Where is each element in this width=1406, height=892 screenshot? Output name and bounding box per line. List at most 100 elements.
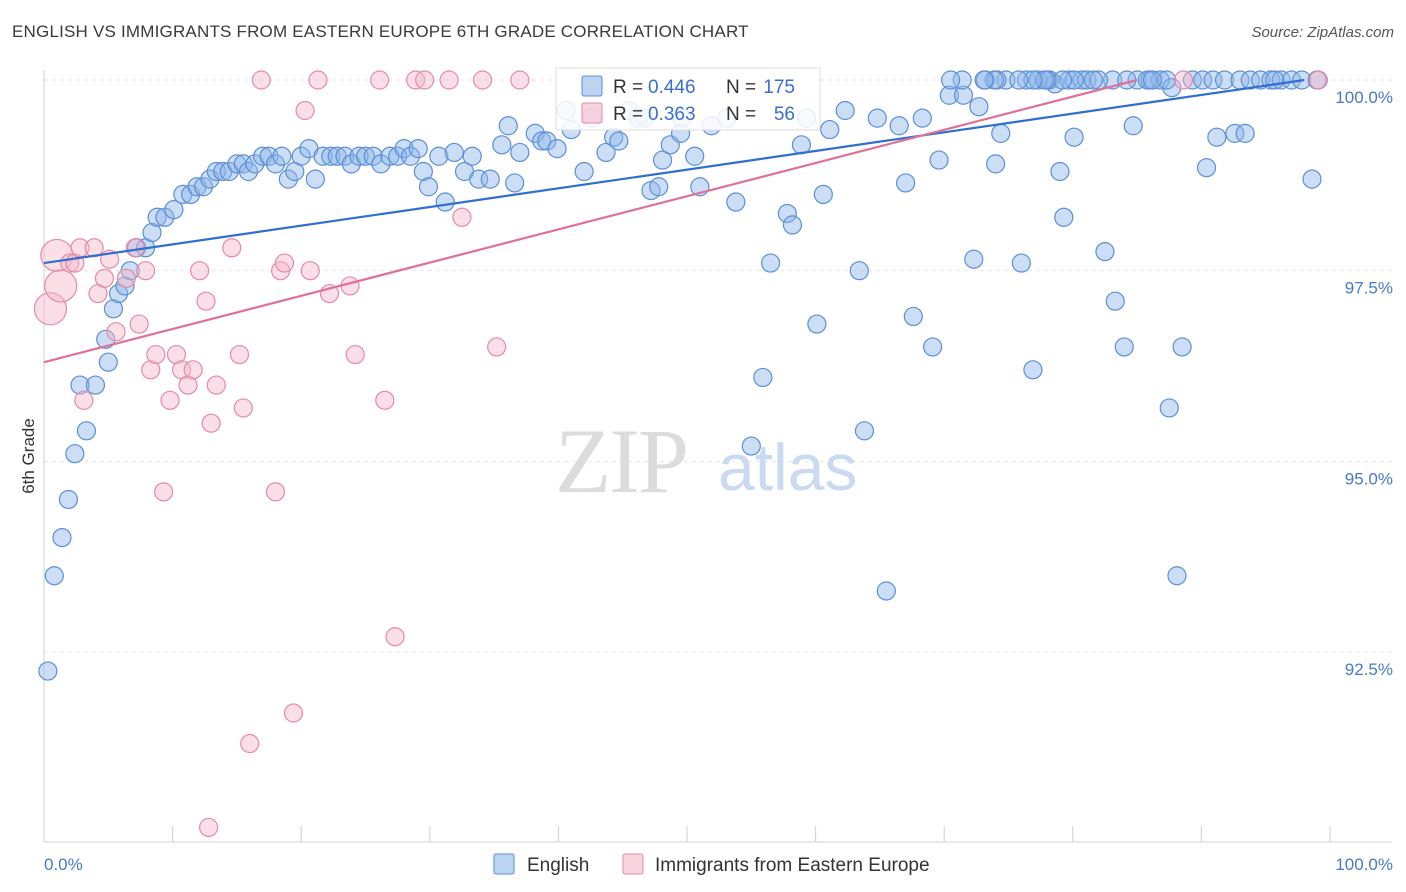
stats-r-label-immigrants: R = (613, 104, 643, 125)
english-point (835, 100, 855, 121)
english-point (1011, 253, 1031, 273)
english-point (313, 146, 333, 166)
english-point (813, 184, 833, 204)
immigrants-point (375, 390, 395, 410)
immigrants-point (452, 207, 472, 227)
immigrants-point (201, 413, 221, 433)
stats-n-label-english: N = (726, 77, 756, 98)
y-tick-label: 92.5% (1345, 660, 1393, 679)
english-point (335, 146, 355, 166)
legend-label-immigrants[interactable]: Immigrants from Eastern Europe (655, 855, 930, 876)
english-point (108, 283, 129, 304)
y-tick-labels: 92.5% 95.0% 97.5% 100.0% (1335, 88, 1393, 679)
english-point (741, 436, 761, 456)
immigrants-point (283, 703, 304, 723)
english-point (782, 215, 803, 235)
immigrants-point (385, 627, 405, 647)
immigrants-trend-line (43, 78, 1138, 364)
english-point (278, 169, 298, 189)
english-point (96, 329, 116, 349)
english-point (435, 192, 455, 212)
english-point (1137, 70, 1157, 90)
english-point (85, 375, 106, 395)
immigrants-point (345, 344, 365, 365)
english-point (574, 161, 594, 182)
english-point (991, 123, 1011, 143)
stats-n-value-english: 175 (763, 77, 795, 98)
english-point (400, 146, 421, 166)
english-point (1235, 123, 1255, 143)
english-point (1167, 566, 1187, 586)
english-point (726, 192, 746, 212)
legend-label-english[interactable]: English (527, 855, 589, 876)
english-point (1114, 337, 1134, 357)
stats-swatch-english (581, 75, 603, 97)
immigrants-point (146, 344, 166, 365)
x-tick-label: 0.0% (44, 855, 83, 874)
english-point (498, 116, 518, 136)
y-tick-label: 100.0% (1335, 88, 1393, 107)
english-point (939, 85, 959, 105)
english-point (889, 116, 909, 136)
english-point (58, 489, 79, 510)
english-point (321, 146, 341, 166)
immigrants-point (439, 70, 459, 90)
immigrants-point (106, 322, 126, 342)
chart-legend: English Immigrants from Eastern Europe (493, 853, 930, 876)
immigrants-point (229, 344, 250, 365)
watermark-zip: ZIP (555, 410, 687, 512)
english-point (76, 421, 97, 441)
english-point (547, 139, 567, 159)
immigrants-point (160, 390, 180, 410)
immigrants-point (153, 482, 174, 502)
immigrants-point (166, 344, 187, 365)
english-point (753, 367, 773, 388)
english-point (238, 161, 259, 182)
english-point (305, 169, 325, 189)
immigrants-point (1308, 70, 1329, 90)
english-point (929, 150, 949, 170)
legend-swatch-immigrants[interactable] (622, 853, 644, 875)
english-point (444, 142, 464, 163)
immigrants-point (240, 733, 260, 754)
immigrants-point (129, 314, 149, 334)
immigrants-point (233, 398, 253, 418)
english-point (1172, 337, 1192, 357)
english-point (849, 261, 869, 281)
english-point (525, 123, 545, 143)
english-point (854, 421, 875, 441)
english-point (418, 177, 439, 197)
immigrants-point (74, 390, 94, 410)
immigrants-point (370, 70, 390, 90)
english-point (1064, 127, 1084, 147)
english-point (941, 70, 961, 90)
english-point (164, 200, 184, 220)
english-point (1193, 70, 1213, 90)
immigrants-points (33, 70, 1329, 838)
english-point (923, 337, 943, 357)
watermark-atlas: atlas (718, 430, 857, 504)
english-trend-line (43, 78, 1305, 265)
english-point (429, 146, 449, 166)
english-point (969, 97, 989, 117)
english-point (408, 139, 428, 159)
zipatlas-watermark: ZIP atlas (555, 410, 857, 512)
immigrants-point (472, 70, 493, 90)
axes (43, 70, 1392, 843)
english-point (103, 299, 124, 319)
english-point (953, 85, 974, 105)
english-point (964, 249, 984, 269)
correlation-stats-box: R = 0.446 N = 175 R = 0.363 N = 56 (555, 67, 821, 131)
english-point (469, 169, 489, 189)
english-point (537, 131, 557, 151)
immigrants-point (116, 268, 136, 288)
english-point (349, 146, 369, 166)
english-point (1064, 70, 1084, 90)
immigrants-point (295, 100, 315, 121)
stats-n-label-immigrants: N = (726, 104, 756, 125)
english-point (912, 108, 932, 128)
legend-swatch-english[interactable] (493, 853, 515, 875)
english-point (1214, 70, 1235, 90)
english-point (115, 276, 135, 296)
